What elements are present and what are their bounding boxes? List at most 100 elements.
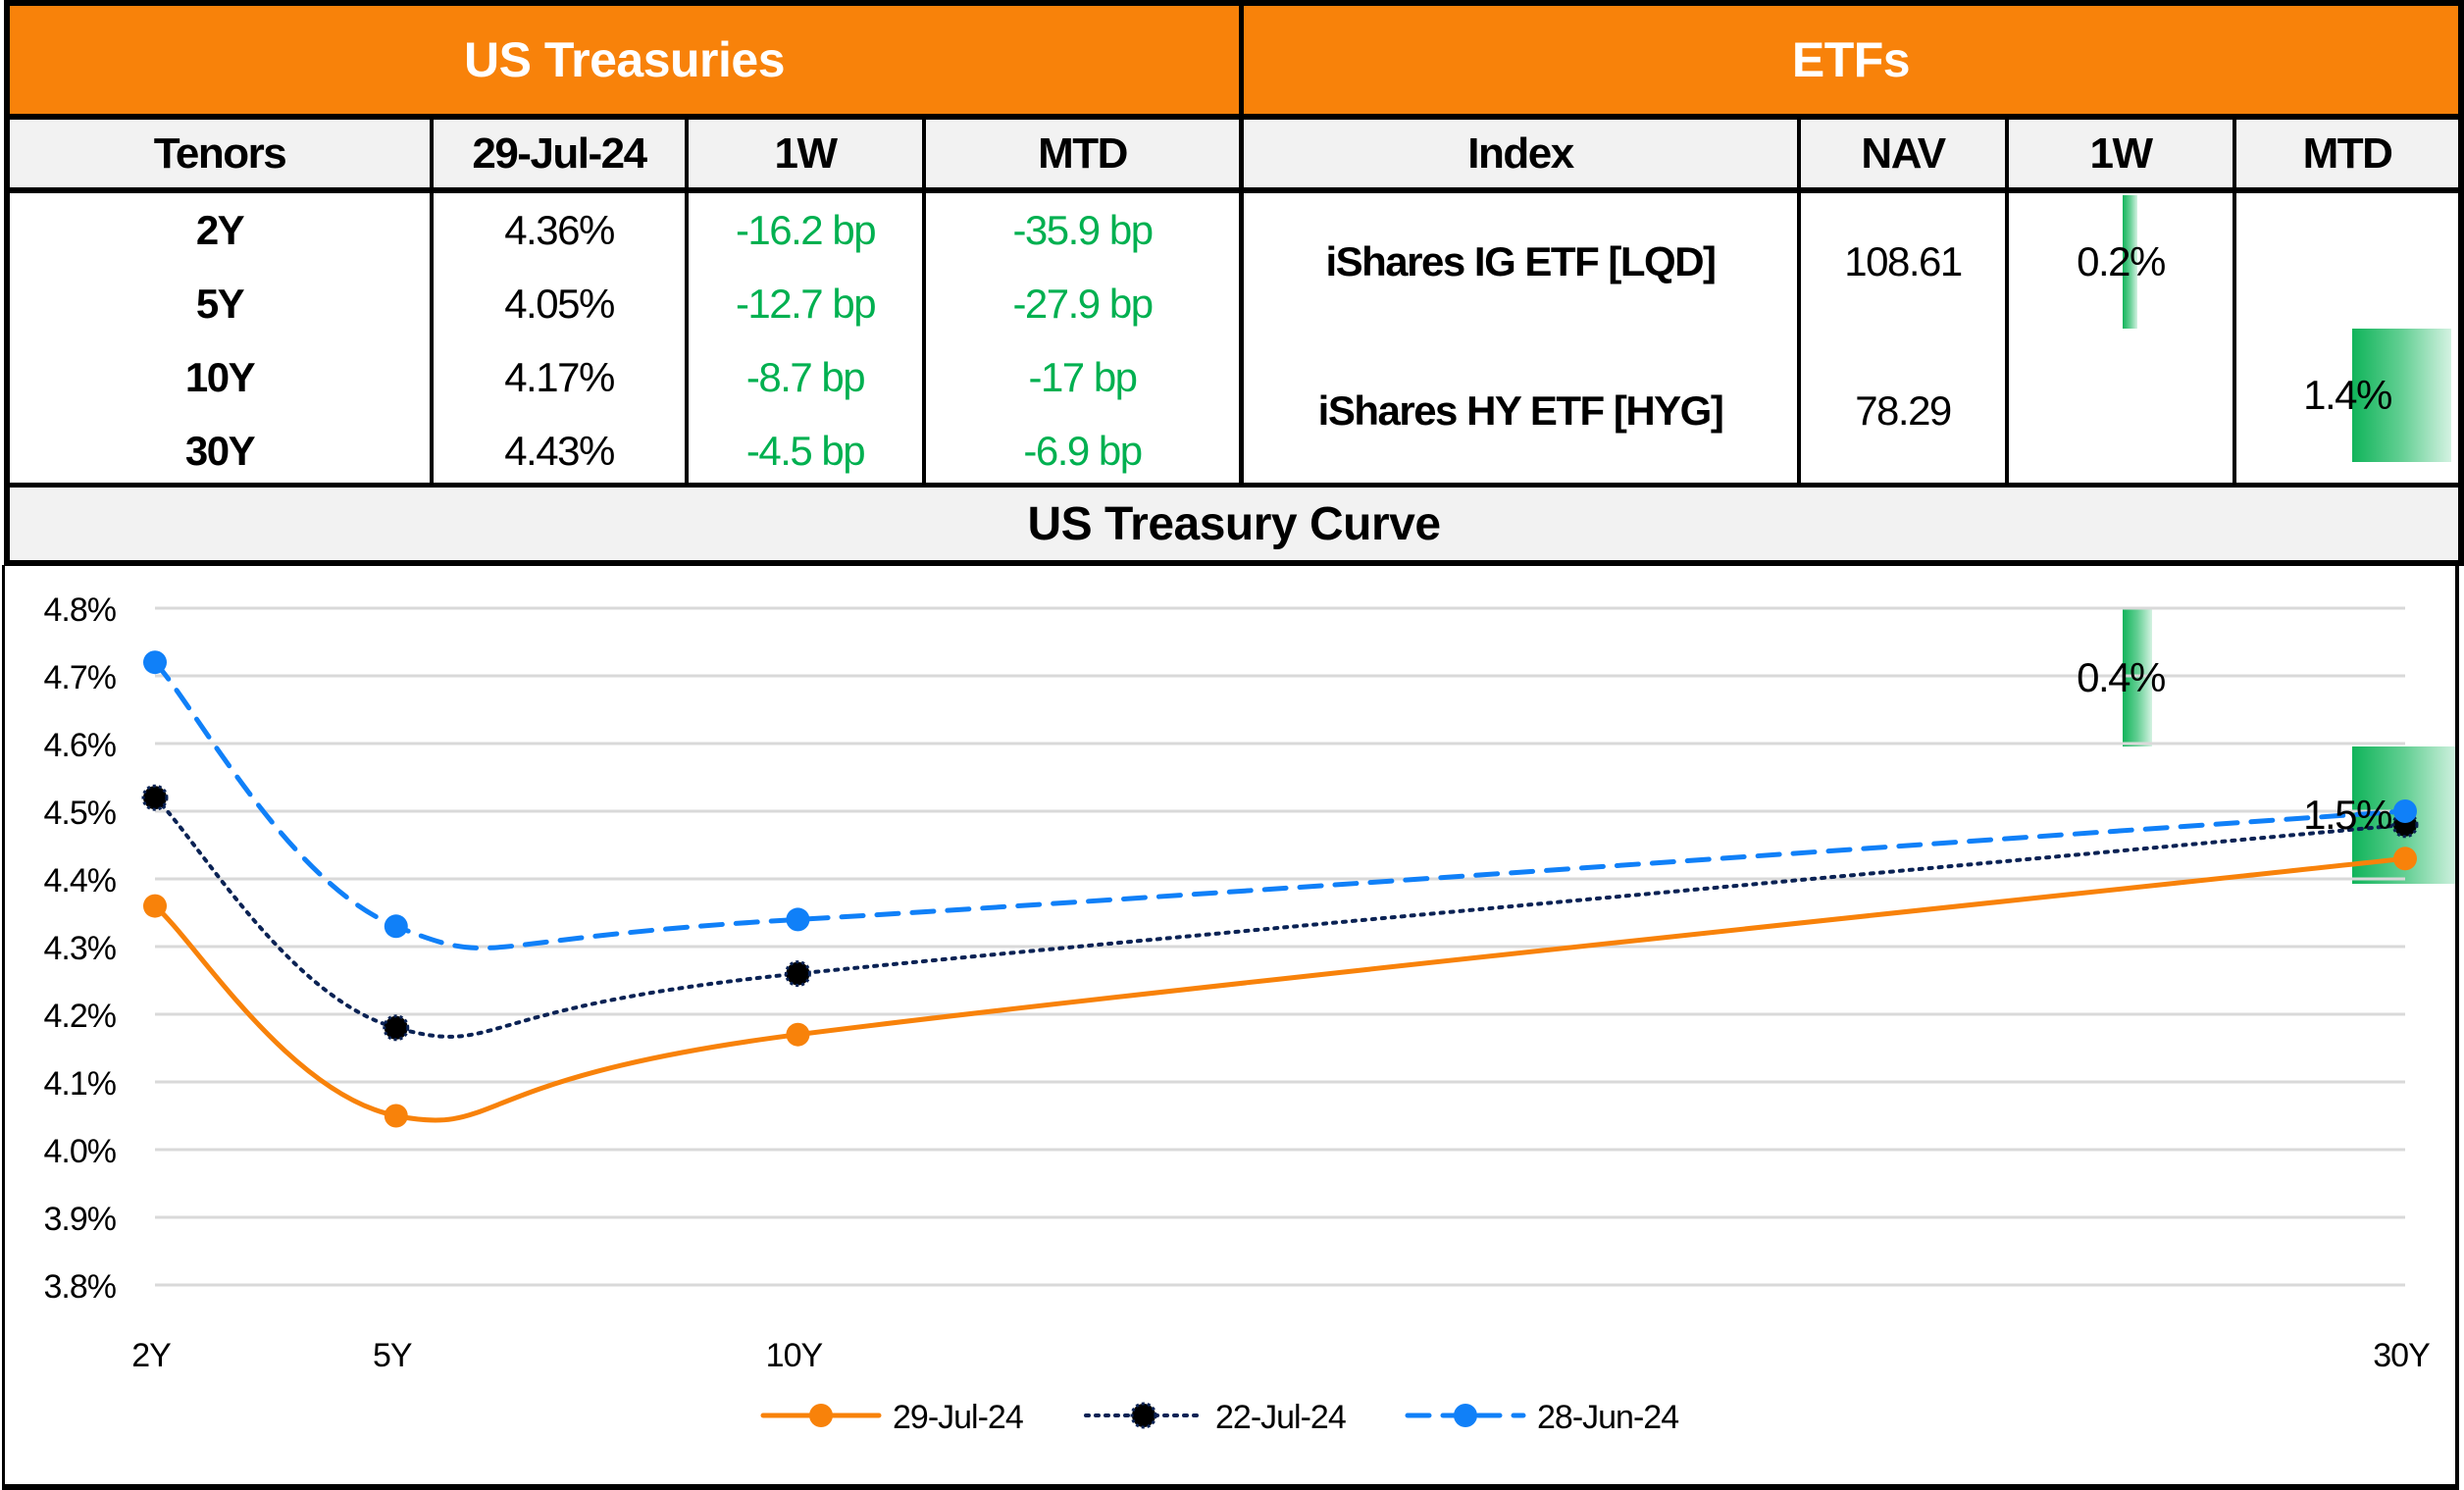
col-header-tenors: Tenors (153, 129, 287, 178)
etf-row: iShares IG ETF [LQD] 108.61 0.2% 1.4% (0, 0, 2464, 462)
legend-marker (1130, 1402, 1157, 1429)
legend-item: 29-Jul-24 (760, 1399, 1024, 1436)
x-tick-label: 30Y (2373, 1337, 2430, 1374)
data-point (141, 784, 169, 811)
gridlines (155, 606, 2405, 1287)
etf-1w-value: 0.4% (2077, 654, 2166, 700)
series-line (153, 796, 2407, 1039)
y-tick-label: 3.9% (44, 1201, 117, 1238)
col-header-etf-mtd: MTD (2302, 129, 2393, 178)
y-axis-labels: 4.8% 4.7% 4.6% 4.5% 4.4% 4.3% 4.2% 4.1% 4.0% 3.9%… (44, 591, 118, 1306)
tenor-cell: 5Y (195, 281, 245, 327)
change-1w-cell: -16.2 bp (735, 207, 877, 253)
etf-nav-cell: 108.61 (1844, 238, 1963, 284)
series-line (152, 855, 2408, 1123)
etf-name-cell: iShares HY ETF [HYG] (1317, 387, 1724, 434)
divider (1797, 114, 1801, 488)
divider (430, 114, 434, 488)
divider (1239, 0, 1244, 488)
x-tick-label: 10Y (766, 1337, 823, 1374)
data-point (786, 1022, 810, 1047)
chart-frame (2, 565, 2459, 1490)
data-bar (2123, 609, 2152, 746)
legend-marker (1454, 1404, 1477, 1427)
etf-mtd-value: 1.5% (2303, 792, 2392, 838)
data-point (143, 894, 167, 918)
etf-1w-cell: 0.4% (2009, 609, 2233, 746)
divider (4, 114, 2464, 120)
yield-cell: 4.36% (504, 207, 615, 253)
data-point (384, 914, 408, 939)
divider (4, 187, 2464, 193)
y-tick-label: 4.4% (44, 862, 117, 899)
yield-cell: 4.43% (504, 428, 615, 474)
data-point (2393, 847, 2417, 871)
etf-nav-cell: 78.29 (1855, 387, 1952, 434)
yield-cell: 4.05% (504, 281, 615, 327)
change-1w-cell: -12.7 bp (735, 281, 877, 327)
etf-name-cell: iShares IG ETF [LQD] (1325, 238, 1717, 284)
series-22-Jul-24 (141, 784, 2419, 1042)
series-28-Jun-24 (143, 650, 2417, 951)
y-tick-label: 3.8% (44, 1268, 117, 1306)
y-tick-label: 4.1% (44, 1065, 117, 1103)
data-point (784, 960, 811, 988)
divider (922, 114, 926, 488)
change-mtd-cell: -6.9 bp (1023, 428, 1143, 474)
col-header-date: 29-Jul-24 (472, 129, 647, 178)
x-axis-labels: 2Y 5Y 10Y 30Y (131, 1337, 2431, 1374)
series-29-Jul-24 (143, 847, 2417, 1128)
tenor-cell: 2Y (195, 207, 245, 253)
data-point (384, 1104, 408, 1128)
col-header-mtd: MTD (1038, 129, 1128, 178)
data-point (383, 1014, 410, 1042)
etf-mtd-value: 1.4% (2303, 372, 2392, 418)
change-1w-cell: -4.5 bp (745, 428, 866, 474)
yield-cell: 4.17% (504, 354, 615, 400)
change-mtd-cell: -17 bp (1028, 354, 1138, 400)
y-tick-label: 4.2% (44, 998, 117, 1035)
col-header-index: Index (1467, 129, 1574, 178)
legend-item: 28-Jun-24 (1405, 1399, 1679, 1436)
x-tick-label: 5Y (373, 1337, 412, 1374)
legend-label: 22-Jul-24 (1215, 1399, 1346, 1436)
col-header-etf-1w: 1W (2089, 129, 2154, 178)
tenor-cell: 10Y (184, 354, 256, 400)
legend-item: 22-Jul-24 (1084, 1399, 1347, 1436)
tenor-cell: 30Y (184, 428, 256, 474)
change-mtd-cell: -27.9 bp (1012, 281, 1154, 327)
chart-title: US Treasury Curve (4, 488, 2464, 566)
y-tick-label: 4.3% (44, 930, 117, 967)
y-tick-label: 4.7% (44, 659, 117, 696)
column-header-row (10, 120, 2458, 188)
data-point (2393, 799, 2417, 823)
treasuries-title: US Treasuries (10, 6, 1239, 114)
series-line (152, 659, 2408, 951)
data-bar (2352, 329, 2451, 462)
data-point (143, 650, 167, 675)
y-tick-label: 4.0% (44, 1133, 117, 1170)
col-header-1w: 1W (774, 129, 839, 178)
y-tick-label: 4.8% (44, 591, 117, 629)
legend-marker (809, 1404, 833, 1427)
series-lines (141, 650, 2419, 1128)
etf-1w-cell: 0.2% (2009, 195, 2233, 329)
divider (685, 114, 689, 488)
divider (2005, 114, 2009, 488)
y-tick-label: 4.6% (44, 727, 117, 764)
summary-table (4, 0, 2464, 488)
etf-row: iShares HY ETF [HYG] 78.29 0.4% 1.5% (0, 267, 2464, 884)
x-tick-label: 2Y (131, 1337, 171, 1374)
change-mtd-cell: -35.9 bp (1012, 207, 1154, 253)
legend-label: 28-Jun-24 (1537, 1399, 1678, 1436)
change-1w-cell: -8.7 bp (745, 354, 866, 400)
legend-label: 29-Jul-24 (893, 1399, 1023, 1436)
legend: 29-Jul-24 22-Jul-24 28-Jun-24 (760, 1399, 1679, 1436)
y-tick-label: 4.5% (44, 795, 117, 832)
divider (2233, 114, 2236, 488)
etf-1w-value: 0.2% (2077, 238, 2166, 284)
data-point (786, 907, 810, 932)
col-header-nav: NAV (1861, 129, 1946, 178)
etfs-title: ETFs (1244, 6, 2458, 114)
